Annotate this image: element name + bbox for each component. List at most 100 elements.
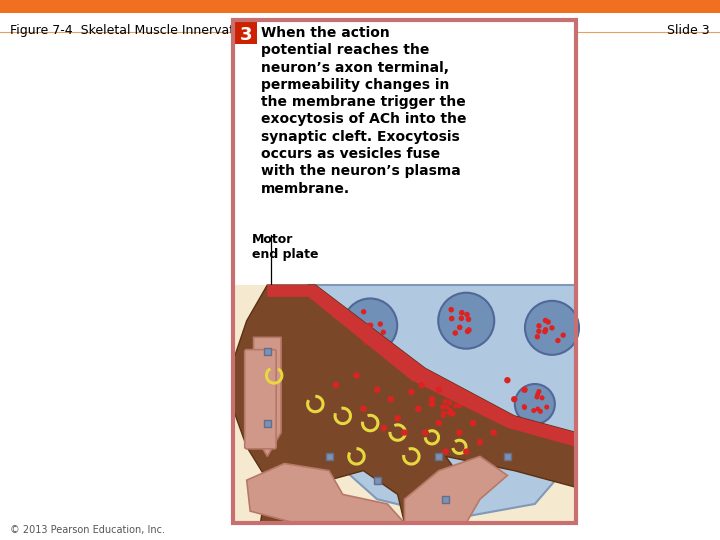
- Circle shape: [449, 307, 454, 313]
- Circle shape: [525, 301, 579, 355]
- Polygon shape: [288, 285, 576, 518]
- Circle shape: [441, 410, 446, 415]
- Text: Motor
end plate: Motor end plate: [252, 233, 318, 261]
- Circle shape: [401, 429, 408, 436]
- Circle shape: [355, 328, 360, 333]
- Circle shape: [535, 392, 540, 397]
- Circle shape: [466, 327, 472, 333]
- Text: When the action
potential reaches the
neuron’s axon terminal,
permeability chang: When the action potential reaches the ne…: [261, 26, 467, 195]
- Circle shape: [538, 409, 543, 414]
- Circle shape: [343, 299, 397, 353]
- Circle shape: [395, 415, 401, 422]
- Circle shape: [381, 329, 386, 335]
- Circle shape: [422, 429, 428, 436]
- Circle shape: [448, 408, 453, 413]
- Circle shape: [560, 333, 566, 338]
- Circle shape: [418, 382, 425, 388]
- Circle shape: [449, 410, 456, 417]
- Polygon shape: [233, 285, 576, 523]
- Circle shape: [377, 321, 383, 327]
- Circle shape: [536, 389, 541, 394]
- Bar: [233, 285, 576, 523]
- Circle shape: [387, 396, 394, 402]
- Circle shape: [428, 396, 435, 402]
- Polygon shape: [253, 338, 281, 456]
- Text: 3: 3: [240, 25, 252, 44]
- Circle shape: [449, 316, 454, 321]
- Circle shape: [464, 312, 469, 318]
- Circle shape: [531, 408, 536, 413]
- Circle shape: [542, 329, 548, 334]
- Polygon shape: [267, 285, 576, 447]
- Circle shape: [457, 403, 462, 408]
- Circle shape: [515, 384, 555, 424]
- Circle shape: [546, 319, 551, 325]
- Circle shape: [364, 340, 369, 345]
- Bar: [264, 348, 271, 355]
- Bar: [436, 453, 442, 460]
- Text: Slide 3: Slide 3: [667, 24, 710, 37]
- Circle shape: [466, 316, 471, 322]
- Circle shape: [536, 323, 541, 328]
- Circle shape: [470, 420, 477, 426]
- Circle shape: [447, 400, 452, 406]
- Circle shape: [381, 424, 387, 431]
- Circle shape: [463, 448, 469, 455]
- Circle shape: [543, 318, 548, 323]
- Circle shape: [436, 420, 442, 426]
- Circle shape: [368, 322, 374, 328]
- Circle shape: [366, 323, 372, 328]
- Circle shape: [361, 309, 366, 314]
- Circle shape: [333, 382, 339, 388]
- Bar: [325, 453, 333, 460]
- Circle shape: [374, 387, 380, 393]
- Circle shape: [446, 410, 451, 415]
- Circle shape: [415, 406, 421, 412]
- Circle shape: [457, 325, 462, 330]
- Circle shape: [521, 387, 528, 393]
- Circle shape: [452, 330, 458, 336]
- Bar: [374, 477, 381, 484]
- Circle shape: [443, 399, 448, 404]
- Circle shape: [444, 404, 449, 409]
- Polygon shape: [247, 463, 405, 523]
- Circle shape: [549, 325, 554, 330]
- Circle shape: [423, 387, 468, 431]
- Circle shape: [522, 405, 527, 410]
- Circle shape: [436, 387, 442, 393]
- Circle shape: [465, 328, 470, 334]
- Circle shape: [504, 377, 510, 383]
- Circle shape: [490, 429, 497, 436]
- Circle shape: [477, 439, 483, 446]
- Circle shape: [354, 372, 360, 379]
- Circle shape: [522, 404, 527, 409]
- Bar: [233, 20, 576, 523]
- Bar: [264, 420, 271, 427]
- Bar: [235, 22, 257, 44]
- Circle shape: [543, 327, 549, 333]
- Circle shape: [443, 448, 449, 455]
- Text: © 2013 Pearson Education, Inc.: © 2013 Pearson Education, Inc.: [10, 525, 165, 535]
- Circle shape: [366, 323, 372, 329]
- Circle shape: [555, 338, 561, 343]
- Circle shape: [369, 331, 375, 336]
- Circle shape: [536, 329, 541, 334]
- Circle shape: [428, 401, 435, 407]
- Bar: [504, 453, 511, 460]
- Circle shape: [440, 404, 445, 409]
- Circle shape: [438, 293, 494, 349]
- Circle shape: [539, 395, 544, 400]
- Circle shape: [459, 310, 464, 315]
- Circle shape: [441, 413, 446, 418]
- Bar: [233, 20, 576, 285]
- Circle shape: [534, 395, 539, 400]
- Circle shape: [456, 429, 462, 436]
- Circle shape: [408, 389, 415, 395]
- Bar: [442, 496, 449, 503]
- Text: Figure 7-4  Skeletal Muscle Innervation.: Figure 7-4 Skeletal Muscle Innervation.: [10, 24, 257, 37]
- Circle shape: [544, 404, 549, 410]
- Circle shape: [511, 396, 518, 402]
- Circle shape: [360, 406, 366, 412]
- FancyBboxPatch shape: [245, 349, 276, 449]
- Circle shape: [366, 332, 372, 338]
